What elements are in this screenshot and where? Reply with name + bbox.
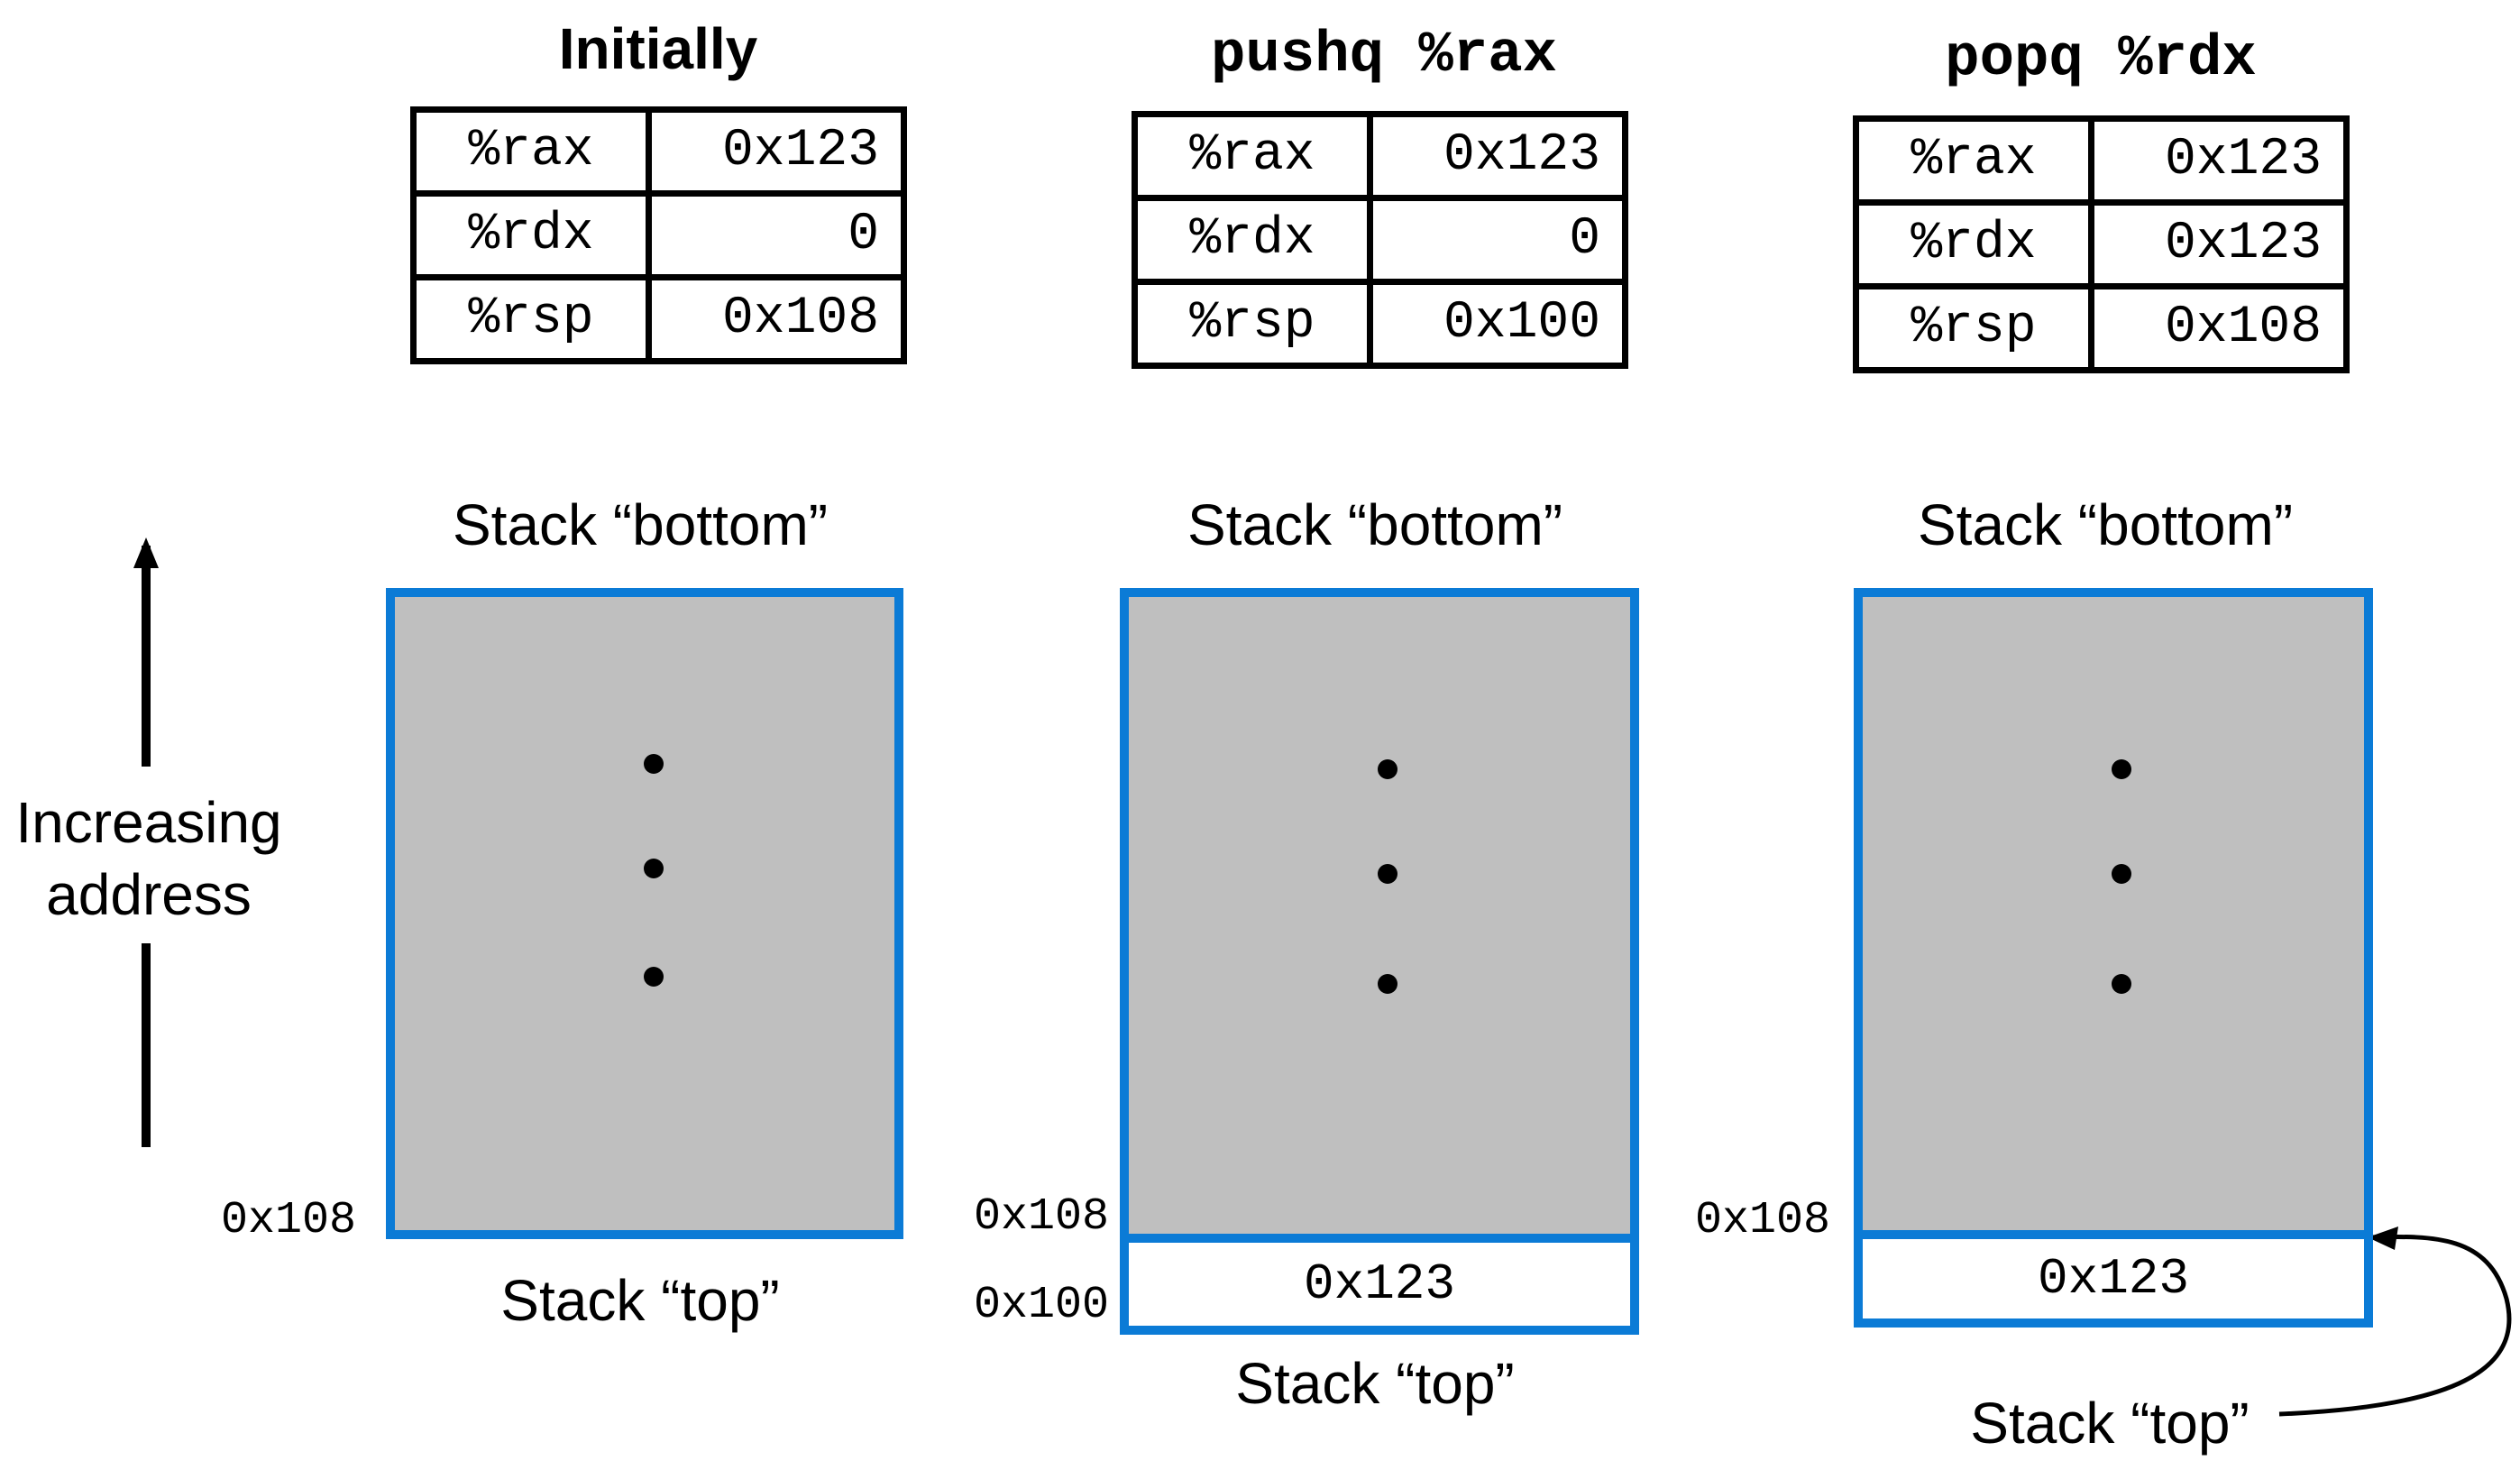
panel-1-address-main: 0x108 bbox=[220, 1195, 356, 1246]
table-row: %rdx 0 bbox=[410, 190, 907, 280]
panel-3-register-table: %rax 0x123 %rdx 0x123 %rsp 0x108 bbox=[1853, 115, 2350, 373]
ellipsis-dot bbox=[2112, 759, 2131, 779]
panel-2-address-slot: 0x100 bbox=[973, 1280, 1109, 1331]
register-name: %rsp bbox=[1853, 283, 2094, 373]
panel-2-top-label: Stack “top” bbox=[1235, 1351, 1515, 1416]
register-value: 0x123 bbox=[1367, 111, 1628, 201]
panel-3-stack-slot: 0x123 bbox=[1854, 1230, 2373, 1328]
table-row: %rsp 0x100 bbox=[1132, 279, 1628, 369]
panel-2-bottom-label: Stack “bottom” bbox=[1187, 492, 1563, 557]
panel-3-stack bbox=[1854, 588, 2373, 1239]
panel-2-address-main: 0x108 bbox=[973, 1191, 1109, 1243]
table-row: %rax 0x123 bbox=[1853, 115, 2350, 206]
panel-1-stack bbox=[386, 588, 903, 1239]
register-value: 0x123 bbox=[2088, 199, 2350, 289]
axis-label-line2: address bbox=[46, 862, 252, 927]
ellipsis-dot bbox=[2112, 864, 2131, 884]
register-name: %rax bbox=[1132, 111, 1373, 201]
panel-2-title: pushq %rax bbox=[1210, 23, 1558, 88]
table-row: %rax 0x123 bbox=[1132, 111, 1628, 201]
panel-1-register-table: %rax 0x123 %rdx 0 %rsp 0x108 bbox=[410, 106, 907, 364]
ellipsis-dot bbox=[644, 859, 664, 878]
ellipsis-dot bbox=[1378, 974, 1397, 994]
table-row: %rdx 0x123 bbox=[1853, 199, 2350, 289]
register-value: 0x108 bbox=[2088, 283, 2350, 373]
register-name: %rdx bbox=[410, 190, 652, 280]
register-value: 0 bbox=[1367, 195, 1628, 285]
table-row: %rdx 0 bbox=[1132, 195, 1628, 285]
panel-1-bottom-label: Stack “bottom” bbox=[452, 492, 829, 557]
table-row: %rax 0x123 bbox=[410, 106, 907, 197]
panel-3-title: popq %rdx bbox=[1945, 27, 2257, 92]
table-row: %rsp 0x108 bbox=[1853, 283, 2350, 373]
arrow-gap bbox=[126, 767, 170, 943]
register-name: %rax bbox=[410, 106, 652, 197]
panel-3-top-label: Stack “top” bbox=[1970, 1391, 2250, 1456]
register-name: %rsp bbox=[1132, 279, 1373, 369]
panel-3-bottom-label: Stack “bottom” bbox=[1917, 492, 2294, 557]
ellipsis-dot bbox=[644, 967, 664, 987]
register-name: %rsp bbox=[410, 274, 652, 364]
panel-2-stack bbox=[1120, 588, 1639, 1243]
panel-3-address-main: 0x108 bbox=[1694, 1195, 1830, 1246]
axis-label-line1: Increasing bbox=[15, 790, 282, 855]
panel-1-title: Initially bbox=[558, 16, 758, 81]
register-name: %rax bbox=[1853, 115, 2094, 206]
table-row: %rsp 0x108 bbox=[410, 274, 907, 364]
register-value: 0x108 bbox=[646, 274, 907, 364]
register-value: 0x123 bbox=[646, 106, 907, 197]
panel-2-stack-slot: 0x123 bbox=[1120, 1234, 1639, 1335]
ellipsis-dot bbox=[2112, 974, 2131, 994]
register-name: %rdx bbox=[1132, 195, 1373, 285]
register-value: 0 bbox=[646, 190, 907, 280]
panel-2-register-table: %rax 0x123 %rdx 0 %rsp 0x100 bbox=[1132, 111, 1628, 369]
panel-1-top-label: Stack “top” bbox=[500, 1268, 780, 1333]
register-name: %rdx bbox=[1853, 199, 2094, 289]
axis-label: Increasing address bbox=[0, 786, 298, 931]
ellipsis-dot bbox=[1378, 864, 1397, 884]
ellipsis-dot bbox=[1378, 759, 1397, 779]
register-value: 0x100 bbox=[1367, 279, 1628, 369]
register-value: 0x123 bbox=[2088, 115, 2350, 206]
ellipsis-dot bbox=[644, 754, 664, 774]
